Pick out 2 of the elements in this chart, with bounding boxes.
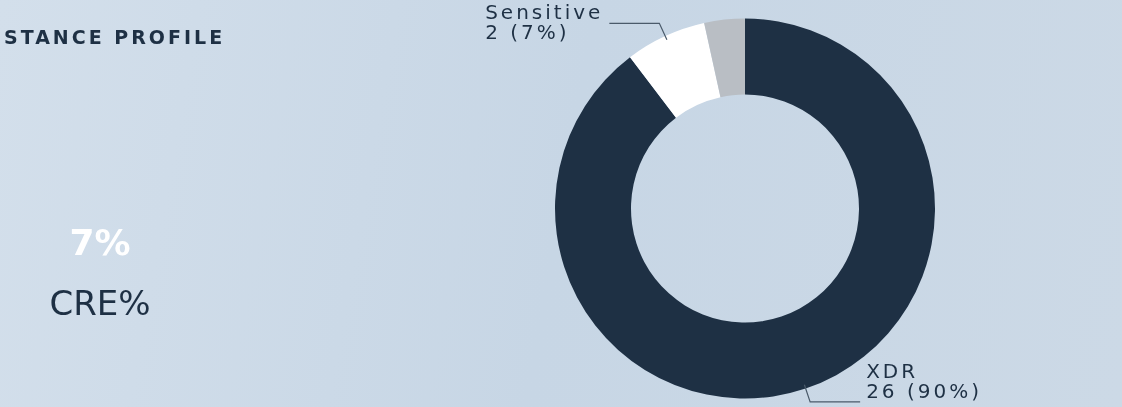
text: CRE%: [48, 283, 152, 323]
text: STANCE PROFILE: [4, 26, 226, 48]
